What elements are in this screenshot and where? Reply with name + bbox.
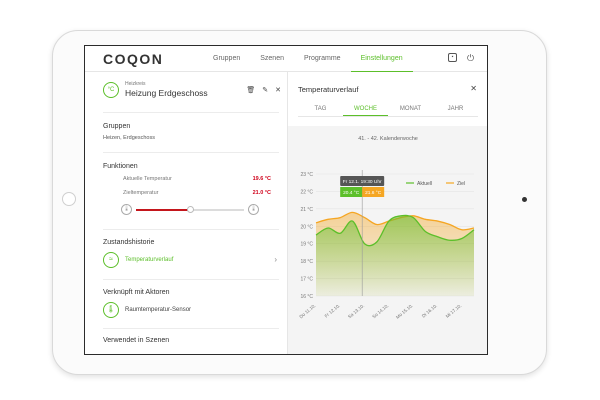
actor-row[interactable]: 🌡 Raumtemperatur-Sensor bbox=[103, 302, 279, 320]
header-actions: 🗑 ✎ ✕ bbox=[246, 86, 281, 94]
nav-gruppen[interactable]: Gruppen bbox=[213, 55, 241, 62]
tooltip-target-box bbox=[362, 187, 385, 197]
edit-icon[interactable]: ✎ bbox=[262, 87, 269, 94]
tab-jahr[interactable]: JAHR bbox=[447, 106, 464, 112]
groups-text: Heizen, Erdgeschoss bbox=[103, 135, 155, 141]
top-icons: ▪ ⏻ bbox=[448, 53, 477, 63]
tab-tag[interactable]: TAG bbox=[314, 106, 327, 112]
series-aktuell-area bbox=[316, 215, 474, 296]
tooltip-target: 21.6 °C bbox=[365, 190, 382, 196]
chart-icon: ≈ bbox=[103, 252, 119, 268]
y-tick-label: 18 °C bbox=[300, 259, 313, 265]
x-tick-label: Di 16.10. bbox=[421, 303, 438, 319]
home-button[interactable] bbox=[62, 192, 76, 206]
actors-title: Verknüpft mit Aktoren bbox=[103, 289, 170, 296]
current-temp-label: Aktuelle Temperatur bbox=[123, 176, 172, 182]
y-tick-label: 17 °C bbox=[300, 277, 313, 283]
legend-label: Ziel bbox=[457, 181, 465, 187]
history-title: Zustandshistorie bbox=[103, 239, 155, 246]
y-tick-label: 21 °C bbox=[300, 207, 313, 213]
y-tick-label: 20 °C bbox=[300, 224, 313, 230]
detail-header: °C Heizkreis Heizung Erdgeschoss 🗑 ✎ ✕ bbox=[103, 80, 283, 106]
chart-panel: Temperaturverlauf ✕ TAG WOCHE MONAT JAHR… bbox=[288, 72, 487, 354]
tooltip-current-box bbox=[340, 187, 363, 197]
current-temp-value: 19.6 °C bbox=[252, 176, 271, 182]
target-temp-value: 21.0 °C bbox=[252, 190, 271, 196]
x-tick-label: Fr 12.10. bbox=[324, 303, 341, 319]
groups-title: Gruppen bbox=[103, 123, 131, 130]
legend-label: Aktuell bbox=[417, 181, 432, 187]
tab-woche[interactable]: WOCHE bbox=[343, 103, 388, 116]
tooltip-date-box bbox=[340, 176, 385, 186]
y-tick-label: 19 °C bbox=[300, 242, 313, 248]
y-tick-label: 23 °C bbox=[300, 172, 313, 178]
device-icon[interactable]: ▪ bbox=[448, 53, 457, 62]
cold-thermometer-icon: 🌡 bbox=[121, 204, 132, 215]
target-temp-slider[interactable]: 🌡 🌡 bbox=[121, 203, 259, 217]
history-link-label: Temperaturverlauf bbox=[125, 257, 174, 263]
functions-title: Funktionen bbox=[103, 163, 138, 170]
divider bbox=[103, 152, 279, 153]
range-tabs: TAG WOCHE MONAT JAHR bbox=[298, 103, 478, 117]
close-icon[interactable]: ✕ bbox=[275, 87, 281, 94]
nav-szenen[interactable]: Szenen bbox=[260, 55, 284, 62]
x-tick-label: Mi 17.10. bbox=[445, 303, 463, 319]
panel-title: Temperaturverlauf bbox=[298, 85, 359, 94]
app-screen: COQON Gruppen Szenen Programme Einstellu… bbox=[84, 45, 488, 355]
y-tick-label: 16 °C bbox=[300, 294, 313, 300]
hot-thermometer-icon: 🌡 bbox=[248, 204, 259, 215]
temperature-icon: °C bbox=[103, 82, 119, 98]
detail-pane: °C Heizkreis Heizung Erdgeschoss 🗑 ✎ ✕ G… bbox=[85, 72, 288, 354]
divider bbox=[103, 279, 279, 280]
sensor-icon: 🌡 bbox=[103, 302, 119, 318]
temperature-chart: 41. - 42. Kalenderwoche 16 °C 17 °C 18 °C 19… bbox=[298, 136, 475, 320]
history-link[interactable]: ≈ Temperaturverlauf › bbox=[103, 252, 279, 270]
nav-einstellungen[interactable]: Einstellungen bbox=[350, 46, 413, 72]
main-nav: Gruppen Szenen Programme Einstellungen bbox=[203, 46, 413, 72]
x-tick-label: Mo 15.10. bbox=[395, 303, 414, 320]
trash-icon[interactable]: 🗑 bbox=[246, 87, 256, 94]
divider bbox=[103, 229, 279, 230]
tab-monat[interactable]: MONAT bbox=[399, 106, 422, 112]
x-tick-label: Do 11.10. bbox=[298, 303, 316, 319]
slider-knob[interactable] bbox=[186, 206, 194, 213]
tooltip-current: 20.4 °C bbox=[343, 190, 360, 196]
nav-programme[interactable]: Programme bbox=[304, 55, 341, 62]
top-bar: COQON Gruppen Szenen Programme Einstellu… bbox=[85, 46, 487, 72]
actor-label: Raumtemperatur-Sensor bbox=[125, 307, 192, 313]
power-icon[interactable]: ⏻ bbox=[467, 53, 475, 63]
scenes-title: Verwendet in Szenen bbox=[103, 337, 170, 344]
target-temp-label: Zieltemperatur bbox=[123, 190, 159, 196]
chevron-right-icon: › bbox=[274, 255, 277, 264]
camera-dot bbox=[522, 197, 527, 202]
x-tick-label: So 14.10. bbox=[371, 303, 389, 319]
series-aktuell-line bbox=[315, 214, 475, 247]
close-icon[interactable]: ✕ bbox=[470, 84, 477, 93]
header-title: Heizung Erdgeschoss bbox=[125, 88, 208, 98]
app-logo: COQON bbox=[103, 51, 164, 67]
target-temp-row: Zieltemperatur 21.0 °C bbox=[123, 190, 271, 196]
tooltip-date: Fr 12.1. 19:30 Uhr bbox=[343, 179, 382, 185]
x-tick-label: Sa 13.10. bbox=[347, 303, 365, 319]
chart-title: 41. - 42. Kalenderwoche bbox=[358, 136, 418, 142]
slider-track[interactable] bbox=[136, 206, 244, 213]
chart-area: 41. - 42. Kalenderwoche 16 °C 17 °C 18 °C 19… bbox=[288, 126, 487, 354]
slider-fill bbox=[136, 209, 190, 211]
y-tick-label: 22 °C bbox=[300, 189, 313, 195]
current-temp-row: Aktuelle Temperatur 19.6 °C bbox=[123, 176, 271, 182]
header-kicker: Heizkreis bbox=[125, 81, 146, 87]
divider bbox=[103, 328, 279, 329]
divider bbox=[103, 112, 279, 113]
